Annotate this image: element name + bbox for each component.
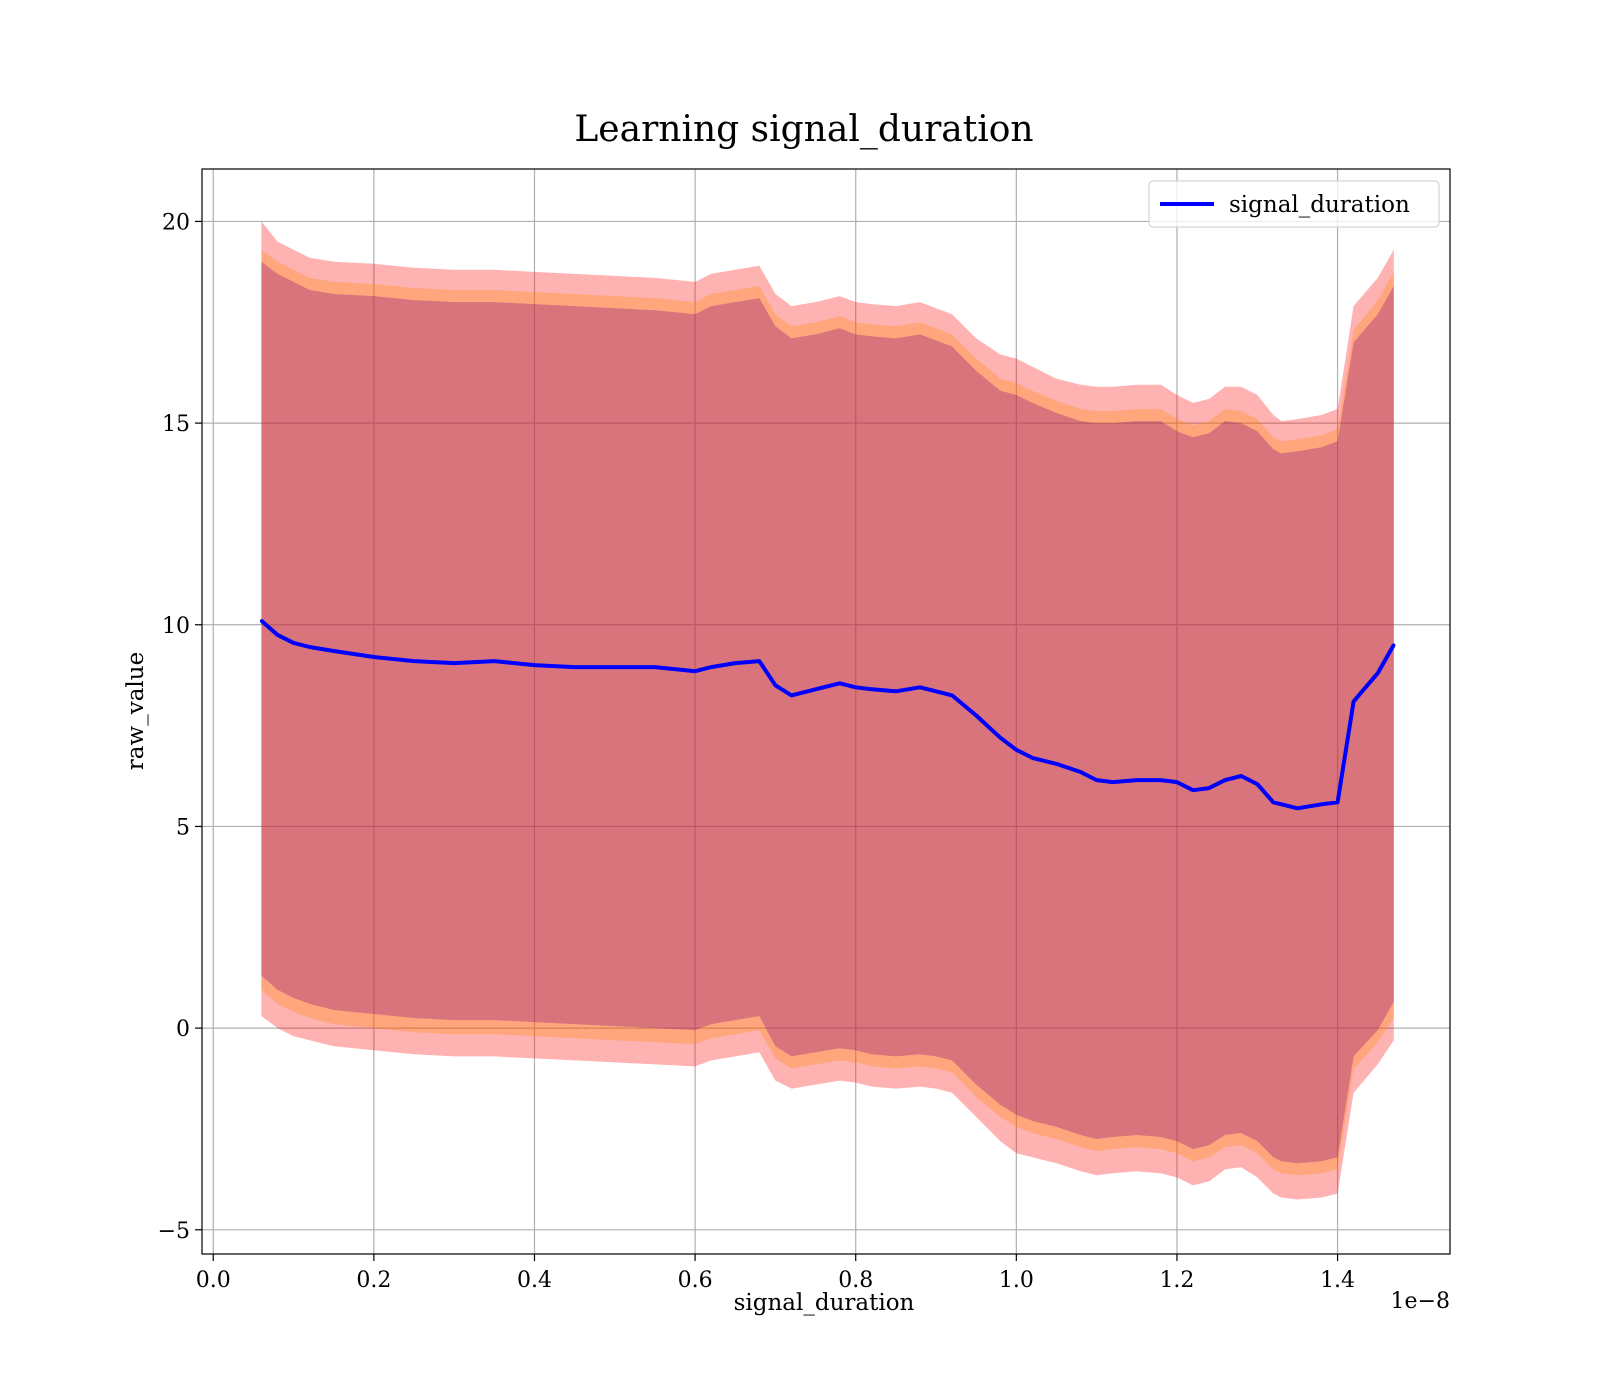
legend: signal_duration bbox=[1148, 180, 1440, 228]
data-point bbox=[1223, 778, 1227, 782]
x-tick-label: 1.2 bbox=[1159, 1268, 1194, 1293]
grid bbox=[202, 169, 1450, 1254]
data-point bbox=[1111, 780, 1115, 784]
data-point bbox=[1279, 802, 1283, 806]
data-point bbox=[1079, 770, 1083, 774]
x-axis-label: signal_duration bbox=[734, 1290, 915, 1316]
data-point bbox=[1014, 748, 1018, 752]
data-point bbox=[1295, 806, 1299, 810]
data-point bbox=[412, 659, 416, 663]
axis-ticks: 0.0 0.2 0.4 0.6 0.8 1.0 1.2 1.4 −5 0 5 10 15 20 bbox=[158, 210, 1356, 1293]
x-offset-label: 1e−8 bbox=[1391, 1289, 1450, 1314]
x-tick-label: 0.2 bbox=[356, 1268, 391, 1293]
data-point bbox=[573, 665, 577, 669]
data-point bbox=[918, 685, 922, 689]
legend-box bbox=[1148, 180, 1440, 228]
y-tick-label: 20 bbox=[162, 210, 190, 235]
data-point bbox=[292, 641, 296, 645]
x-tick-label: 0.6 bbox=[678, 1268, 713, 1293]
data-point bbox=[1320, 802, 1323, 806]
series-lines bbox=[259, 619, 1396, 811]
data-point bbox=[1207, 786, 1211, 790]
data-point bbox=[838, 681, 842, 685]
x-tick-label: 0.8 bbox=[838, 1268, 873, 1293]
data-point bbox=[1239, 774, 1243, 778]
data-point bbox=[693, 669, 697, 673]
data-point bbox=[1376, 671, 1380, 675]
x-tick-label: 0.0 bbox=[196, 1268, 231, 1293]
x-tick-label: 1.4 bbox=[1320, 1268, 1355, 1293]
data-point bbox=[814, 687, 818, 691]
y-tick-label: 5 bbox=[176, 815, 190, 840]
data-point bbox=[308, 645, 312, 649]
data-point bbox=[332, 649, 336, 653]
confidence-band bbox=[261, 249, 1394, 1176]
x-tick-label: 1.0 bbox=[999, 1268, 1034, 1293]
data-point bbox=[894, 689, 898, 693]
data-point bbox=[492, 659, 496, 663]
data-point bbox=[1135, 778, 1139, 782]
data-point bbox=[1352, 699, 1356, 703]
data-point bbox=[1271, 800, 1275, 804]
data-point bbox=[934, 689, 938, 693]
data-point bbox=[1159, 778, 1163, 782]
data-point bbox=[276, 633, 279, 637]
data-point bbox=[613, 665, 617, 669]
data-point bbox=[1255, 782, 1259, 786]
data-point bbox=[733, 661, 737, 665]
confidence-bands bbox=[261, 221, 1394, 1200]
data-point bbox=[998, 736, 1002, 740]
data-point bbox=[1336, 800, 1340, 804]
y-tick-label: −5 bbox=[158, 1219, 190, 1244]
data-point bbox=[533, 663, 536, 667]
data-point bbox=[372, 655, 376, 659]
data-point bbox=[950, 693, 954, 697]
chart-title: Learning signal_duration bbox=[574, 109, 1033, 150]
x-tick-label: 0.4 bbox=[517, 1268, 552, 1293]
data-point bbox=[259, 619, 263, 623]
y-tick-label: 10 bbox=[162, 614, 190, 639]
data-point bbox=[757, 659, 761, 663]
data-point bbox=[1392, 643, 1396, 647]
data-point bbox=[870, 687, 874, 691]
data-point bbox=[709, 665, 713, 669]
confidence-band bbox=[261, 261, 1394, 1164]
data-point bbox=[974, 714, 978, 717]
y-tick-label: 15 bbox=[162, 412, 190, 437]
data-point bbox=[773, 683, 777, 687]
data-point bbox=[854, 685, 858, 689]
data-point bbox=[1175, 780, 1179, 784]
plot-frame bbox=[201, 168, 1451, 1255]
data-point bbox=[1191, 788, 1195, 792]
data-point bbox=[1030, 756, 1034, 760]
legend-label: signal_duration bbox=[1229, 192, 1410, 218]
y-tick-label: 0 bbox=[176, 1017, 190, 1042]
confidence-band bbox=[261, 221, 1394, 1200]
data-point bbox=[452, 661, 456, 665]
data-point bbox=[1095, 778, 1099, 782]
y-axis-label: raw_value bbox=[123, 652, 149, 770]
data-point bbox=[653, 665, 657, 669]
data-point bbox=[790, 693, 793, 697]
data-point bbox=[1055, 762, 1058, 766]
